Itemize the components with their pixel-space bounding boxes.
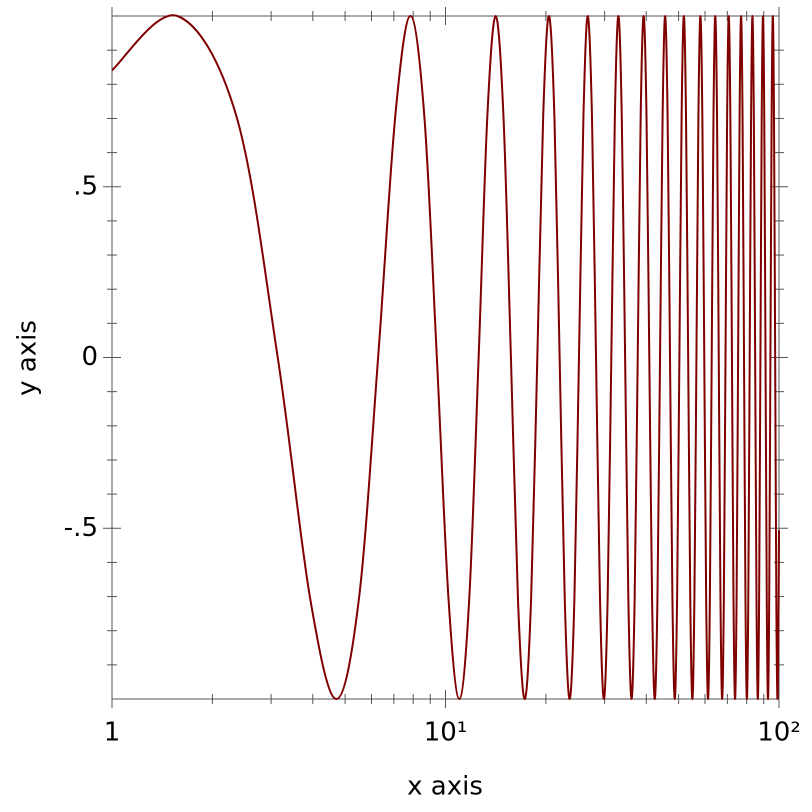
- x-tick-label: 10²: [757, 718, 801, 748]
- x-tick-label: 10¹: [424, 718, 468, 748]
- y-axis-label: y axis: [13, 320, 43, 396]
- x-axis-label: x axis: [407, 772, 483, 802]
- data-line: [111, 14, 780, 701]
- y-tick-label: .5: [73, 171, 98, 201]
- y-tick-label: 0: [81, 342, 98, 372]
- y-tick-label: -.5: [64, 513, 98, 543]
- x-tick-label: 1: [104, 718, 121, 748]
